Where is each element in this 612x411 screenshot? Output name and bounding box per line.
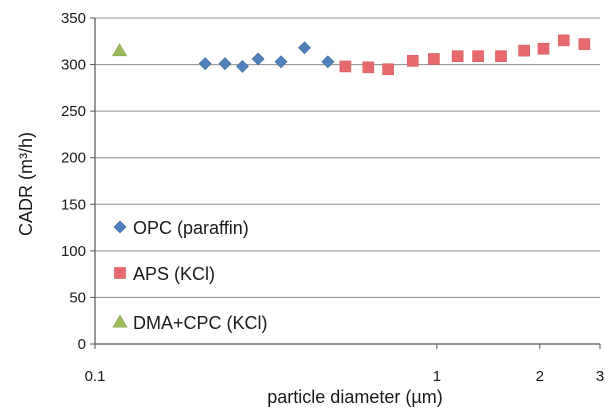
x-tick-label: 3 (596, 368, 604, 385)
data-point-series-1 (274, 55, 288, 69)
legend-marker-3 (112, 314, 128, 328)
data-point-series-2 (362, 61, 375, 74)
y-tick-labels: 0 50 100 150 200 250 300 350 (61, 10, 95, 353)
data-point-series-2 (428, 53, 440, 65)
data-points (112, 34, 591, 76)
legend-marker-1 (113, 220, 127, 234)
legend-label-2: APS (KCl) (133, 264, 215, 284)
data-point-series-2 (451, 50, 464, 62)
data-point-series-2 (382, 63, 394, 76)
y-tick-label: 350 (61, 10, 86, 27)
data-point-series-1 (198, 57, 212, 71)
data-point-series-1 (218, 57, 232, 71)
y-tick-label: 300 (61, 57, 86, 74)
data-point-series-2 (578, 38, 591, 50)
data-point-series-2 (518, 44, 530, 57)
legend-label-3: DMA+CPC (KCl) (133, 313, 268, 333)
data-point-series-2 (495, 50, 507, 62)
data-point-series-2 (406, 55, 419, 67)
data-point-series-2 (537, 42, 550, 55)
data-point-series-1 (236, 60, 249, 73)
y-tick-label: 100 (61, 243, 86, 260)
x-tick-label: 1 (433, 368, 441, 385)
data-point-series-2 (472, 50, 484, 62)
x-tick-labels: 0.1 1 2 3 (85, 344, 604, 385)
y-tick-label: 0 (78, 336, 86, 353)
x-axis-title: particle diameter (µm) (267, 387, 442, 407)
data-point-series-1 (321, 55, 335, 69)
y-tick-label: 150 (61, 196, 86, 213)
x-tick-label: 0.1 (85, 368, 106, 385)
x-tick-label: 2 (536, 368, 544, 385)
gridlines (95, 17, 600, 298)
axes (94, 18, 600, 345)
legend: OPC (paraffin) APS (KCl) DMA+CPC (KCl) (112, 218, 268, 333)
data-point-series-2 (339, 60, 352, 73)
y-axis-title: CADR (m³/h) (16, 132, 36, 236)
y-tick-label: 50 (69, 289, 86, 306)
data-point-series-1 (251, 52, 265, 66)
data-point-series-2 (557, 34, 570, 47)
legend-marker-2 (114, 267, 126, 279)
y-tick-label: 200 (61, 150, 86, 167)
data-point-series-3 (112, 42, 128, 57)
legend-label-1: OPC (paraffin) (133, 218, 249, 238)
y-tick-label: 250 (61, 103, 86, 120)
data-point-series-1 (298, 41, 311, 55)
